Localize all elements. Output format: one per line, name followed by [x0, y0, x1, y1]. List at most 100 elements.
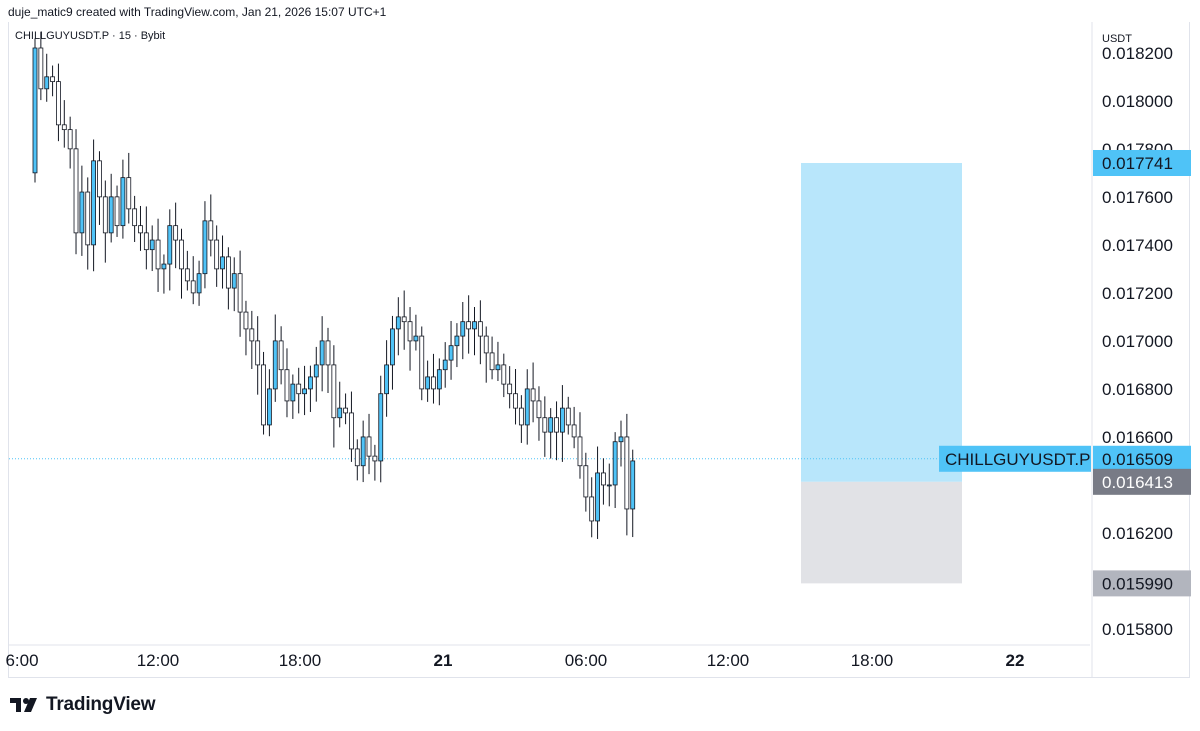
chart-attribution: duje_matic9 created with TradingView.com…	[8, 5, 387, 19]
candle	[225, 247, 231, 310]
candle-body	[448, 345, 454, 361]
candle-body	[454, 335, 460, 347]
candle-body	[501, 364, 507, 385]
candle	[571, 406, 577, 449]
candle-body	[278, 340, 284, 371]
candle-body	[495, 364, 501, 371]
candle-body	[237, 273, 243, 313]
candle	[630, 449, 636, 538]
candle	[214, 225, 220, 287]
candle	[237, 250, 243, 337]
candle-body	[243, 311, 249, 330]
candle	[272, 314, 278, 402]
tradingview-logo[interactable]: TradingView	[10, 694, 156, 716]
x-tick-label: 06:00	[565, 651, 608, 670]
x-tick-label: 18:00	[279, 651, 322, 670]
candle-body	[225, 256, 231, 289]
candle-body	[530, 388, 536, 402]
y-tick-label: 0.018000	[1102, 92, 1173, 111]
candle-body	[542, 417, 548, 433]
candle-body	[149, 239, 155, 251]
stop-loss-zone	[801, 481, 962, 584]
candle-body	[44, 76, 50, 90]
candle	[290, 374, 296, 419]
candle-body	[67, 129, 73, 150]
candle	[624, 413, 630, 536]
candle-body	[349, 412, 354, 450]
candle	[349, 391, 354, 462]
candle-body	[589, 496, 595, 522]
y-tick-label: 0.017000	[1102, 332, 1173, 351]
candle	[407, 307, 413, 371]
candle	[425, 360, 431, 402]
candle	[530, 362, 536, 423]
candle	[108, 173, 114, 243]
candle	[308, 365, 313, 412]
stop-loss-price-tag	[1093, 570, 1191, 597]
candle-body	[390, 328, 395, 366]
x-tick-label: 22	[1006, 651, 1025, 670]
candle-body	[231, 273, 237, 289]
candle	[501, 353, 507, 398]
candle-body	[220, 256, 225, 270]
candle-body	[296, 383, 302, 395]
candle	[436, 358, 442, 406]
candle-body	[249, 328, 255, 342]
candle-body	[319, 340, 325, 366]
candle	[296, 367, 302, 414]
candle-body	[325, 340, 331, 366]
candle	[196, 260, 202, 306]
candle	[360, 420, 366, 483]
candle	[337, 381, 343, 428]
candle-body	[460, 321, 466, 337]
candle	[577, 412, 583, 479]
candle	[85, 177, 91, 270]
candle	[155, 218, 161, 292]
candle-body	[108, 196, 114, 234]
candle	[184, 250, 190, 291]
candle-body	[161, 263, 167, 270]
candle-body	[518, 407, 524, 426]
candle-body	[407, 321, 413, 342]
candle-body	[489, 352, 495, 371]
candle-body	[601, 472, 606, 486]
candle-body	[114, 196, 120, 227]
candle-body	[395, 316, 401, 330]
candle-body	[91, 160, 96, 246]
candle-body	[79, 191, 85, 234]
candle	[167, 209, 173, 291]
candle	[179, 228, 184, 299]
candle	[595, 446, 600, 539]
candle-body	[472, 321, 477, 330]
candle	[138, 205, 143, 251]
candle	[126, 152, 132, 224]
candle-body	[331, 364, 337, 419]
candle	[460, 302, 466, 360]
candle	[32, 38, 38, 183]
candle-body	[618, 436, 624, 443]
candle	[202, 201, 208, 289]
current-symbol-label: CHILLGUYUSDT.P	[945, 450, 1090, 469]
candle	[190, 256, 196, 305]
candle-body	[583, 465, 589, 498]
candle	[231, 257, 237, 312]
candle-body	[61, 124, 67, 131]
candle-body	[38, 47, 44, 90]
candle	[454, 323, 460, 368]
candle-body	[272, 340, 278, 390]
candle-body	[577, 436, 583, 467]
candle	[606, 463, 612, 507]
candle-body	[536, 400, 542, 419]
candle-body	[32, 47, 38, 174]
candle	[220, 235, 225, 289]
candle-body	[102, 196, 108, 234]
y-tick-label: 0.017400	[1102, 236, 1173, 255]
candle-body	[120, 177, 126, 227]
candle	[97, 151, 102, 225]
candle-body	[513, 393, 518, 409]
candle	[542, 396, 548, 457]
candle-body	[261, 364, 266, 426]
candle	[325, 327, 331, 393]
chart-frame	[8, 22, 1190, 678]
